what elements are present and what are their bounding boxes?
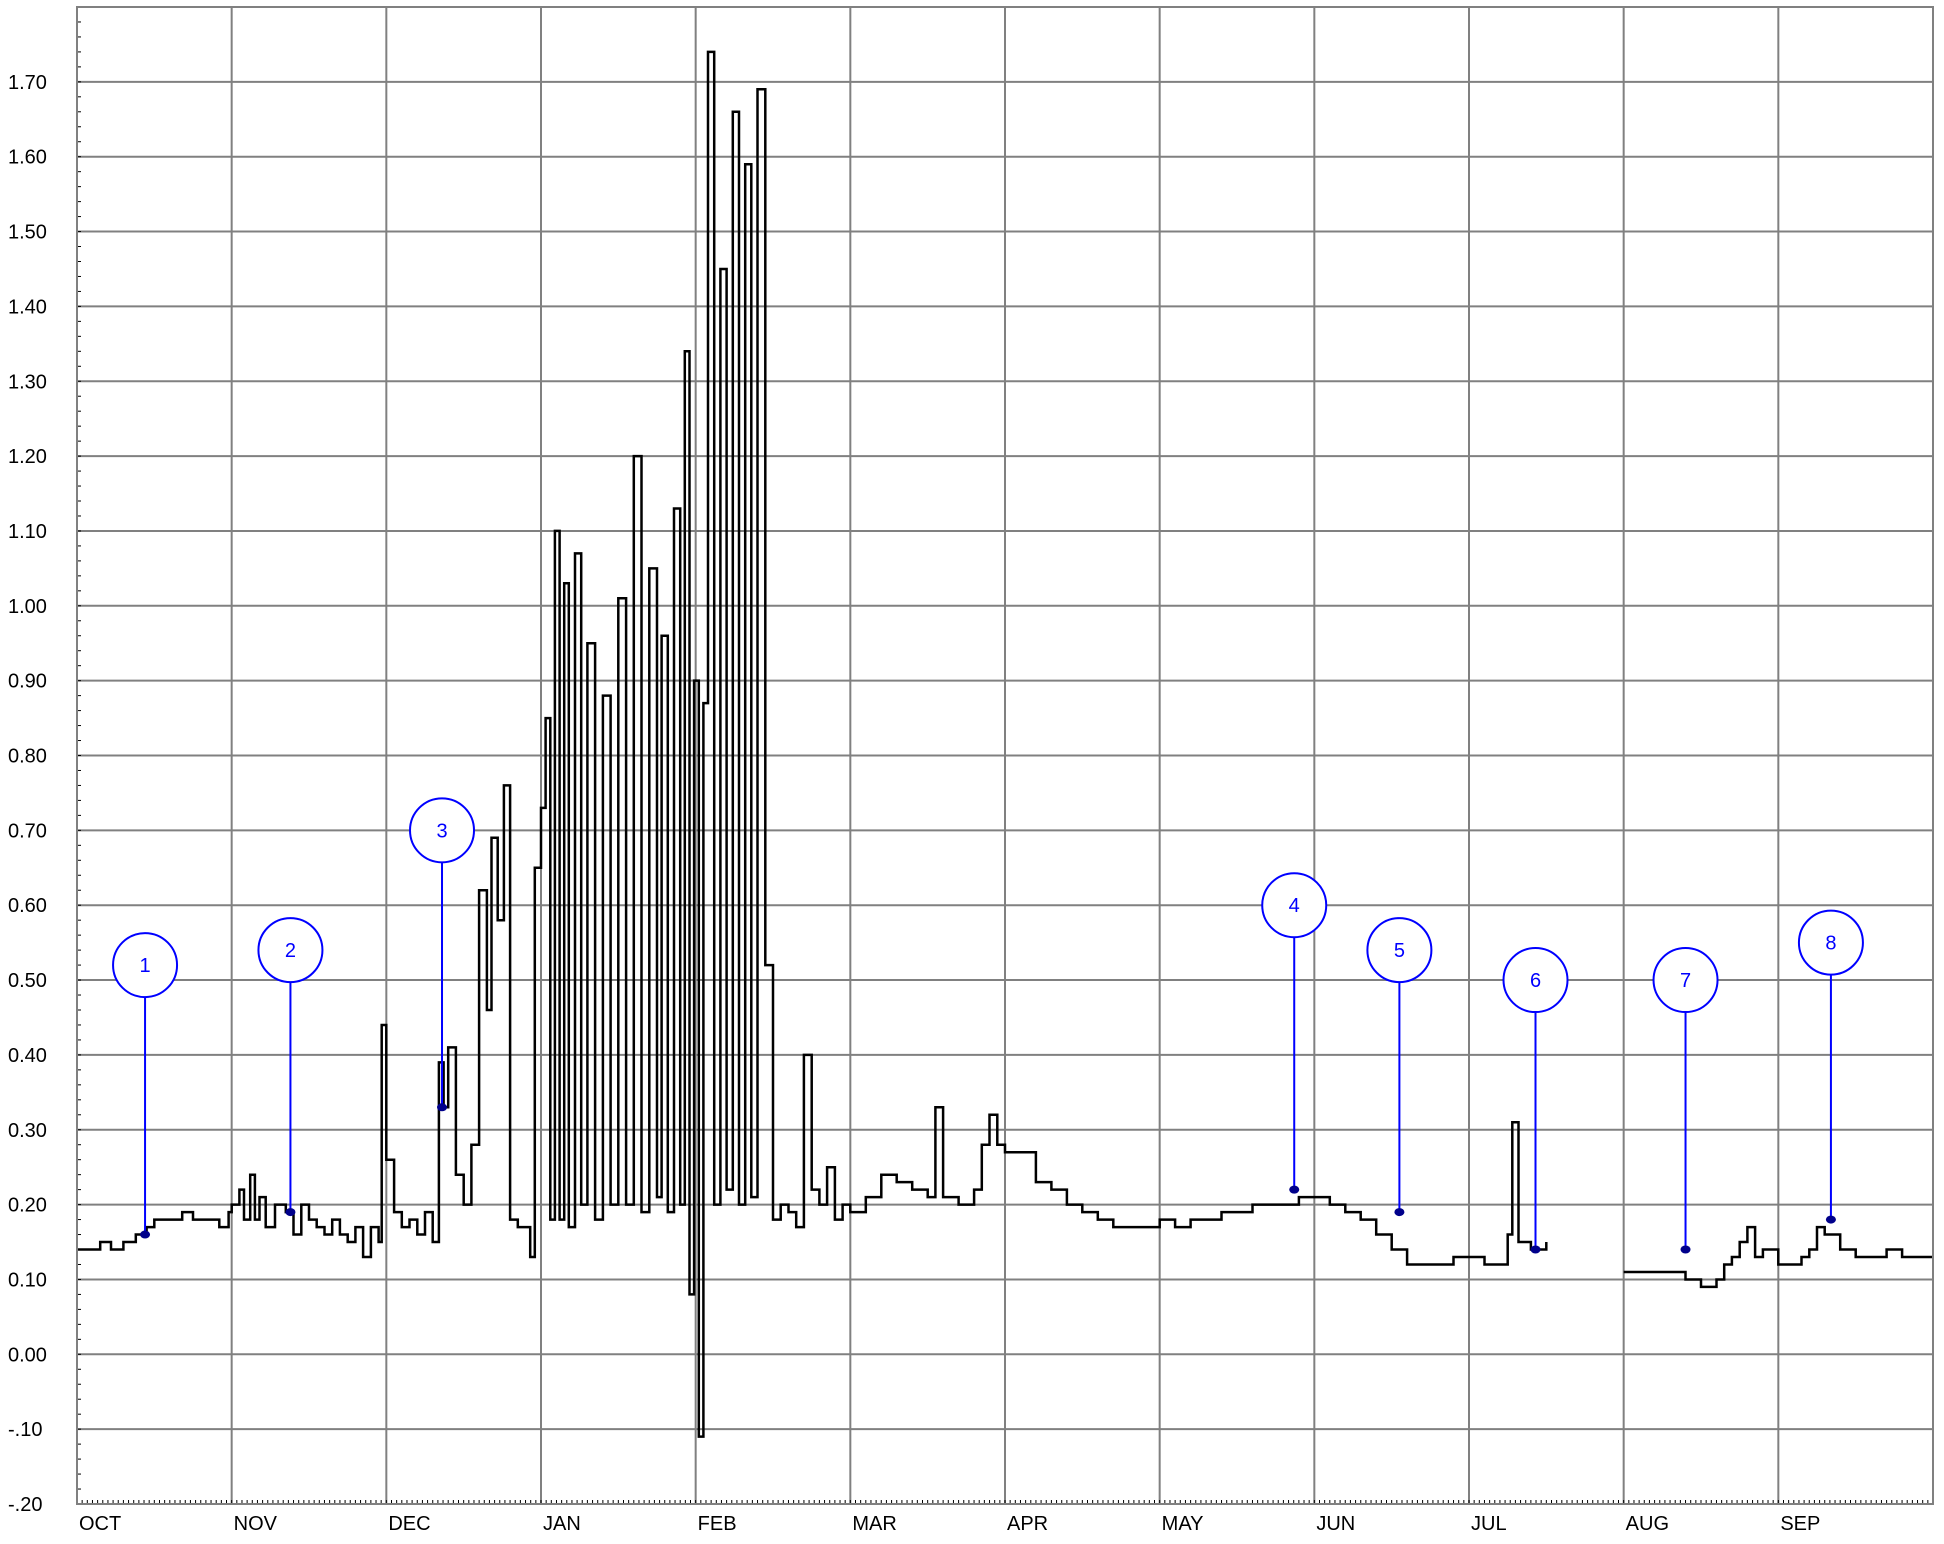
y-tick-label: 0.20 (8, 1195, 47, 1217)
annotation-circle (1502, 947, 1569, 1014)
x-tick-label: JUL (1471, 1513, 1507, 1535)
annotation-1: 1 (112, 932, 179, 1239)
y-tick-label: -.20 (8, 1494, 42, 1516)
x-tick-label: JUN (1316, 1513, 1355, 1535)
annotation-circle (112, 932, 179, 999)
series-layer (77, 50, 1933, 1438)
y-tick-label: 1.40 (8, 296, 47, 318)
grid-layer (76, 6, 1934, 1505)
x-tick-labels: OCT NOV DEC JAN FEB MAR APR MAY JUN JUL AUG SEP (79, 1513, 1820, 1535)
annotation-layer: 1 2 3 4 5 6 7 8 (112, 797, 1864, 1254)
y-tick-label: 0.10 (8, 1269, 47, 1291)
annotation-circle (409, 797, 476, 864)
annotation-8: 8 (1797, 909, 1864, 1224)
x-tick-label: OCT (79, 1513, 121, 1535)
y-tick-label: 1.00 (8, 596, 47, 618)
y-tick-label: -.10 (8, 1419, 42, 1441)
x-tick-label: MAY (1162, 1513, 1204, 1535)
annotation-point (1825, 1215, 1836, 1224)
x-tick-label: FEB (698, 1513, 737, 1535)
y-tick-label: 0.60 (8, 895, 47, 917)
y-tick-label: 1.50 (8, 222, 47, 244)
y-tick-label: 1.70 (8, 72, 47, 94)
annotation-circle (257, 917, 324, 984)
y-tick-label: 0.90 (8, 671, 47, 693)
annotation-label: 3 (436, 820, 447, 842)
y-tick-label: 0.50 (8, 970, 47, 992)
annotation-3: 3 (409, 797, 476, 1112)
y-tick-label: 0.80 (8, 746, 47, 768)
annotation-point (1680, 1245, 1691, 1254)
annotation-label: 5 (1394, 940, 1405, 962)
annotation-2: 2 (257, 917, 324, 1217)
annotation-point (285, 1208, 296, 1217)
annotation-point (140, 1230, 151, 1239)
x-tick-label: AUG (1626, 1513, 1669, 1535)
y-tick-label: 0.00 (8, 1344, 47, 1366)
annotation-7: 7 (1652, 947, 1719, 1254)
annotation-label: 1 (139, 955, 150, 977)
y-tick-label: 1.10 (8, 521, 47, 543)
annotation-circle (1366, 917, 1433, 984)
annotation-label: 8 (1825, 933, 1836, 955)
x-tick-label: APR (1007, 1513, 1048, 1535)
annotation-4: 4 (1261, 872, 1328, 1194)
y-tick-label: 1.30 (8, 371, 47, 393)
annotation-label: 4 (1289, 895, 1300, 917)
x-tick-label: SEP (1780, 1513, 1820, 1535)
annotation-label: 7 (1680, 970, 1691, 992)
annotation-point (1394, 1208, 1405, 1217)
y-tick-label: 1.20 (8, 446, 47, 468)
annotation-label: 2 (285, 940, 296, 962)
x-tick-label: DEC (388, 1513, 430, 1535)
y-tick-label: 0.30 (8, 1120, 47, 1142)
x-tick-label: JAN (543, 1513, 581, 1535)
y-tick-label: 0.40 (8, 1045, 47, 1067)
annotation-point (1289, 1185, 1300, 1194)
y-tick-label: 1.60 (8, 147, 47, 169)
x-tick-label: MAR (852, 1513, 896, 1535)
y-tick-labels: -.20 -.10 0.00 0.10 0.20 0.30 0.40 0.50 0.60 0.70… (8, 72, 47, 1516)
annotation-label: 6 (1530, 970, 1541, 992)
annotation-point (1530, 1245, 1541, 1254)
annotation-point (437, 1103, 448, 1112)
plot-frame (76, 6, 1934, 1505)
annotation-circle (1261, 872, 1328, 939)
series-line-2 (1623, 1225, 1933, 1289)
series-line-1 (77, 50, 1548, 1438)
annotation-6: 6 (1502, 947, 1569, 1254)
x-tick-label: NOV (234, 1513, 278, 1535)
y-tick-label: 0.70 (8, 820, 47, 842)
annotation-circle (1797, 909, 1864, 976)
annotation-circle (1652, 947, 1719, 1014)
annotation-5: 5 (1366, 917, 1433, 1217)
